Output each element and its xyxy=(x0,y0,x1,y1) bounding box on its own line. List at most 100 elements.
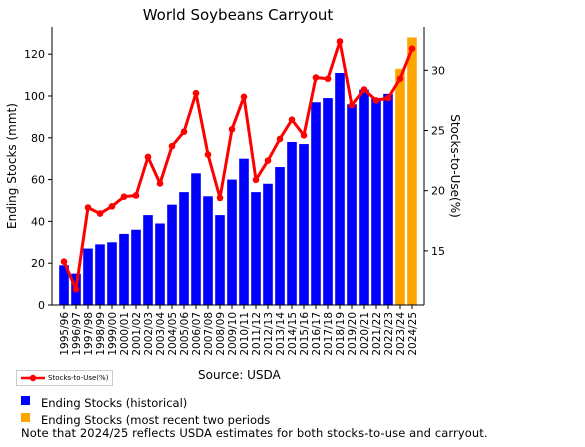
x-tick-label: 2005/06 xyxy=(179,312,191,356)
x-tick-label: 1996/97 xyxy=(71,312,83,356)
bar-historical xyxy=(95,244,105,305)
bar-historical xyxy=(311,102,321,305)
stocks-to-use-point xyxy=(336,38,344,45)
bar-historical xyxy=(59,265,69,305)
y2-tick-label: 20 xyxy=(431,185,445,198)
x-tick-label: 2006/07 xyxy=(191,312,203,356)
bar-historical xyxy=(335,72,345,306)
bar-historical xyxy=(383,93,393,306)
legend-line-marker xyxy=(21,374,45,382)
x-tick-label: 2000/01 xyxy=(119,312,131,356)
bar-recent xyxy=(395,68,405,306)
stocks-to-use-point xyxy=(360,86,368,93)
stocks-to-use-point xyxy=(312,74,320,81)
bar-historical xyxy=(263,183,273,305)
y2-tick-label: 25 xyxy=(431,124,445,137)
bar-historical xyxy=(215,215,225,305)
stocks-to-use-point xyxy=(168,142,176,150)
bar-historical xyxy=(143,215,153,305)
legend-label-recent: Ending Stocks (most recent two periods xyxy=(41,413,271,427)
legend-swatch-recent xyxy=(21,412,30,422)
source-text: Source: USDA xyxy=(198,368,281,382)
stocks-to-use-point xyxy=(132,192,140,199)
y2-tick-label: 30 xyxy=(431,64,445,77)
footnote: Note that 2024/25 reflects USDA estimate… xyxy=(21,426,488,440)
stocks-to-use-point xyxy=(228,125,236,133)
bar-historical xyxy=(323,98,333,305)
x-tick-label: 2016/17 xyxy=(311,312,323,356)
legend-swatch-historical xyxy=(21,395,30,405)
y-tick-label: 80 xyxy=(31,132,45,145)
bar-historical xyxy=(155,223,165,305)
x-tick-label: 2019/20 xyxy=(347,312,359,356)
stocks-to-use-point xyxy=(396,75,404,83)
x-tick-label: 1995/96 xyxy=(59,312,71,356)
x-tick-label: 2011/12 xyxy=(251,312,263,356)
stocks-to-use-point xyxy=(276,135,284,143)
x-tick-label: 2008/09 xyxy=(215,312,227,356)
y-tick-label: 0 xyxy=(38,299,45,312)
bar-historical xyxy=(167,204,177,305)
bar-historical xyxy=(251,192,261,305)
bar-historical xyxy=(371,98,381,305)
legend-item-recent: Ending Stocks (most recent two periods xyxy=(21,407,270,427)
bar-historical xyxy=(119,233,129,305)
stocks-to-use-point xyxy=(144,153,152,161)
stocks-to-use-point xyxy=(156,180,164,187)
legend-item-stocks-to-use: Stocks-to-Use(%) xyxy=(16,370,114,386)
stocks-to-use-point xyxy=(204,151,212,158)
stocks-to-use-point xyxy=(84,204,92,211)
x-tick-label: 2001/02 xyxy=(131,312,143,356)
stocks-to-use-point xyxy=(288,116,296,123)
bar-historical xyxy=(107,242,117,305)
bar-historical xyxy=(83,248,93,305)
stocks-to-use-point xyxy=(120,193,128,200)
stocks-to-use-point xyxy=(324,75,332,83)
stocks-to-use-point xyxy=(408,45,416,52)
y2-axis-label: Stocks-to-Use(%) xyxy=(448,114,462,218)
x-tick-label: 2013/14 xyxy=(275,312,287,356)
x-tick-label: 1999/00 xyxy=(107,312,119,356)
stocks-to-use-point xyxy=(216,194,224,202)
x-tick-label: 2024/25 xyxy=(407,312,419,356)
bar-historical xyxy=(191,173,201,305)
stocks-to-use-point xyxy=(192,89,200,97)
y-tick-label: 100 xyxy=(24,90,45,103)
legend-item-historical: Ending Stocks (historical) xyxy=(21,390,187,410)
x-tick-label: 1997/98 xyxy=(83,312,95,356)
stocks-to-use-point xyxy=(72,286,80,293)
legend-label-historical: Ending Stocks (historical) xyxy=(41,396,188,410)
x-tick-label: 2017/18 xyxy=(323,312,335,356)
x-tick-label: 2009/10 xyxy=(227,312,239,356)
x-tick-label: 2020/21 xyxy=(359,312,371,356)
stocks-to-use-point xyxy=(264,157,272,164)
x-tick-label: 2023/24 xyxy=(395,312,407,356)
x-tick-label: 2021/22 xyxy=(371,312,383,356)
stocks-to-use-point xyxy=(96,210,104,217)
stocks-to-use-point xyxy=(372,97,380,104)
y-tick-label: 120 xyxy=(24,48,45,61)
bar-historical xyxy=(131,229,141,305)
x-tick-label: 2022/23 xyxy=(383,312,395,356)
bar-historical xyxy=(347,104,357,305)
y2-tick-label: 15 xyxy=(431,245,445,258)
stocks-to-use-point xyxy=(252,176,260,184)
y-tick-label: 60 xyxy=(31,174,45,187)
bar-recent xyxy=(407,37,417,306)
bar-historical xyxy=(203,196,213,305)
y-tick-label: 20 xyxy=(31,257,45,270)
bar-historical xyxy=(227,179,237,305)
x-tick-label: 2003/04 xyxy=(155,312,167,356)
y-tick-label: 40 xyxy=(31,215,45,228)
stocks-to-use-point xyxy=(348,101,356,109)
bar-historical xyxy=(359,89,369,306)
x-tick-label: 2015/16 xyxy=(299,312,311,356)
x-tick-label: 2002/03 xyxy=(143,312,155,356)
stocks-to-use-point xyxy=(180,128,188,136)
legend-label-stocks-to-use: Stocks-to-Use(%) xyxy=(48,374,109,382)
chart-title: World Soybeans Carryout xyxy=(143,6,334,24)
x-tick-label: 1998/99 xyxy=(95,312,107,356)
x-tick-label: 2007/08 xyxy=(203,312,215,356)
